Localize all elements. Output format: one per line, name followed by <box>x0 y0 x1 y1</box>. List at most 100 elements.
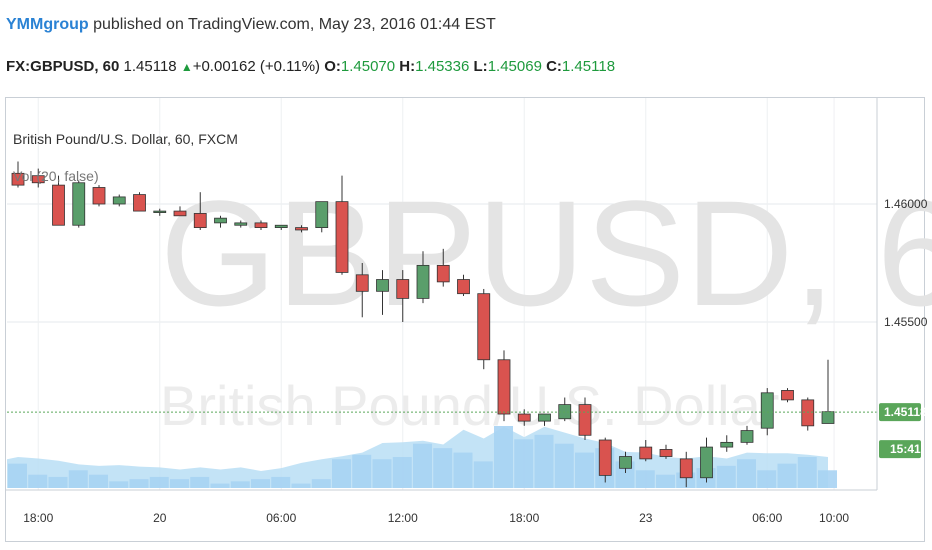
candle-body <box>720 441 734 448</box>
close-label: C: <box>546 58 562 75</box>
volume-bar <box>372 459 392 488</box>
volume-bar <box>494 426 513 488</box>
volume-bar <box>190 476 210 488</box>
candle-body <box>801 399 815 427</box>
volume-bar <box>797 457 817 488</box>
x-tick-label: 18:00 <box>509 511 539 525</box>
candle-body <box>538 413 551 422</box>
volume-bar <box>392 457 412 488</box>
volume-bar <box>210 483 230 488</box>
candle-body <box>740 430 754 443</box>
symbol-label: FX:GBPUSD, 60 <box>6 58 120 75</box>
candle-body <box>639 446 653 460</box>
x-tick-label: 20 <box>153 511 167 525</box>
grid-lines <box>7 98 877 490</box>
volume-bar <box>251 479 270 488</box>
x-tick-label: 10:00 <box>819 511 849 525</box>
volume-bar <box>453 452 473 488</box>
volume-bar <box>149 476 169 488</box>
price-axis: 1.46000 1.45500 <box>884 197 928 329</box>
volume-bar <box>757 470 777 488</box>
close-value: 1.45118 <box>561 58 616 75</box>
candle-body <box>153 210 167 213</box>
x-tick-label: 06:00 <box>752 511 782 525</box>
up-arrow-icon: ▲ <box>180 60 193 74</box>
volume-bar <box>28 474 48 488</box>
volume-bar <box>413 443 432 488</box>
candle-body <box>72 182 86 226</box>
candle-body <box>457 279 470 295</box>
high-label: H: <box>399 58 416 75</box>
candle-body <box>193 213 207 229</box>
volume-bar <box>575 452 594 488</box>
publish-info: YMMgroup published on TradingView.com, M… <box>6 16 496 34</box>
candle-body <box>295 227 308 231</box>
volume-bar <box>311 479 331 488</box>
candle-body <box>254 222 268 229</box>
candle-body <box>578 404 592 436</box>
countdown-tag-bg <box>879 440 921 459</box>
volume-bar <box>352 454 372 488</box>
candle-layer <box>11 161 835 488</box>
candle-body <box>355 274 369 292</box>
y-tick-label: 1.46000 <box>884 197 928 211</box>
volume-bar <box>170 479 189 488</box>
ohlc-bar: FX:GBPUSD, 60 1.45118 ▲+0.00162 (+0.11%)… <box>6 58 615 75</box>
chart-legend-title: British Pound/U.S. Dollar, 60, FXCM <box>13 131 238 147</box>
candle-body <box>396 279 410 299</box>
candle-body <box>112 196 126 205</box>
candle-body <box>436 264 450 283</box>
candle-body <box>760 392 774 429</box>
x-tick-label: 12:00 <box>388 511 418 525</box>
candle-body <box>335 201 349 273</box>
volume-layer <box>7 426 837 488</box>
watermark-description: British Pound/U.S. Dollar <box>160 374 779 437</box>
author-link[interactable]: YMMgroup <box>6 16 89 33</box>
high-value: 1.45336 <box>415 58 470 75</box>
volume-bar <box>514 439 534 488</box>
countdown-tag: 15:41 <box>879 440 921 459</box>
candle-body <box>92 187 106 205</box>
time-axis: 18:00 20 06:00 12:00 18:00 23 06:00 10:00 <box>23 511 849 525</box>
volume-bar <box>433 448 453 488</box>
candle-body <box>517 413 531 422</box>
low-label: L: <box>473 58 488 75</box>
candle-body <box>274 224 288 229</box>
volume-bar <box>129 479 149 488</box>
candle-body <box>214 217 227 224</box>
last-price-tag: 1.45118 <box>879 403 927 422</box>
price-tag-value: 1.45118 <box>884 405 927 419</box>
x-tick-label: 18:00 <box>23 511 53 525</box>
volume-bar <box>271 476 291 488</box>
publish-text: published on TradingView.com, May 23, 20… <box>88 16 496 33</box>
watermark-symbol: GBPUSD, 60 <box>160 169 932 337</box>
volume-bar <box>48 476 68 488</box>
candle-body <box>477 293 491 361</box>
candle-body <box>234 222 248 226</box>
candle-body <box>11 172 25 186</box>
volume-bar <box>554 443 574 488</box>
volume-bar <box>109 481 129 488</box>
x-tick-label: 23 <box>639 511 653 525</box>
candle-body <box>416 264 430 299</box>
candle-body <box>31 175 45 184</box>
volume-bar <box>332 459 351 488</box>
volume-bar <box>737 459 756 488</box>
volume-bar <box>716 465 736 488</box>
low-value: 1.45069 <box>487 58 542 75</box>
candle-body <box>497 359 511 415</box>
open-value: 1.45070 <box>340 58 396 75</box>
candle-body <box>679 458 693 479</box>
candle-body <box>781 390 794 401</box>
volume-bar <box>8 463 27 488</box>
candle-body <box>52 184 65 226</box>
volume-bar <box>473 461 493 488</box>
volume-bar <box>534 434 554 488</box>
candle-body <box>173 210 187 217</box>
candle-body <box>619 456 632 469</box>
volume-bar <box>230 481 250 488</box>
candle-body <box>133 194 146 212</box>
last-price: 1.45118 <box>123 58 177 75</box>
candle-body <box>315 201 329 228</box>
